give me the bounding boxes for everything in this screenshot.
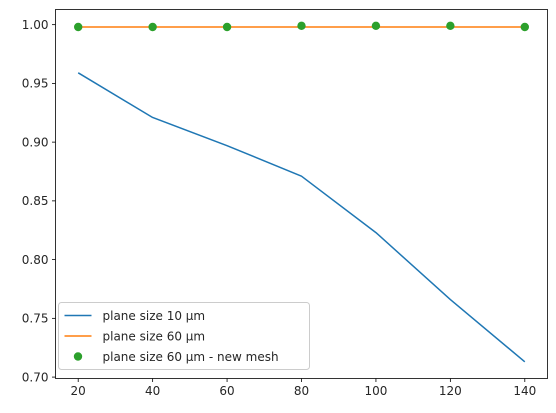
legend-label-1: plane size 60 µm <box>103 329 206 343</box>
axes: 20 40 60 80 100 120 140 0.70 0.75 0.80 0.85 0.90 0.9… <box>22 9 548 398</box>
y-tick-label-1: 0.75 <box>22 312 49 326</box>
y-tick-label-2: 0.80 <box>22 253 49 267</box>
x-tick-label-1: 40 <box>145 384 160 398</box>
x-tick-label-3: 80 <box>294 384 309 398</box>
legend-swatch-2 <box>73 352 83 361</box>
y-tick-label-0: 0.70 <box>22 370 49 384</box>
y-tick-label-4: 0.90 <box>22 135 49 149</box>
y-tick-label-6: 1.00 <box>22 18 49 32</box>
series-2-point-2 <box>222 22 232 32</box>
plot-area <box>74 21 529 363</box>
legend: plane size 10 µm plane size 60 µm plane si… <box>58 302 310 370</box>
legend-box <box>58 302 310 370</box>
x-tick-label-0: 20 <box>71 384 86 398</box>
x-tick-label-6: 140 <box>513 384 536 398</box>
legend-label-0: plane size 10 µm <box>103 309 206 323</box>
legend-label-2: plane size 60 µm - new mesh <box>103 350 279 364</box>
series-2-point-6 <box>520 22 529 32</box>
x-tick-label-5: 120 <box>439 384 462 398</box>
series-2-point-1 <box>148 22 157 32</box>
series-2-point-3 <box>297 21 306 31</box>
y-tick-label-3: 0.85 <box>22 194 49 208</box>
x-tick-label-2: 60 <box>219 384 234 398</box>
series-2-point-4 <box>371 21 381 31</box>
series-2-point-5 <box>446 21 455 31</box>
x-tick-label-4: 100 <box>364 384 387 398</box>
series-2-point-0 <box>74 22 83 32</box>
y-tick-label-5: 0.95 <box>22 77 49 91</box>
series-line-0 <box>77 72 526 363</box>
